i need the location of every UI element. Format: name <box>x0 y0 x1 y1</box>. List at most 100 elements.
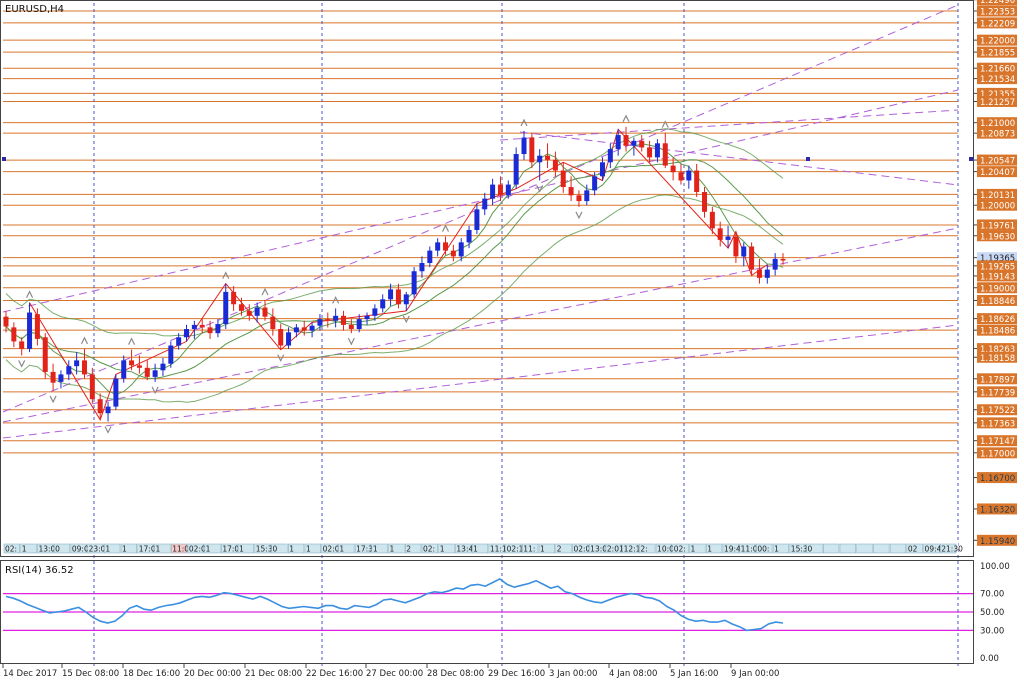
candle-body <box>317 319 323 326</box>
price-tick-label: 1.19000 <box>980 284 1015 294</box>
candle-body <box>105 406 111 414</box>
time-strip-box <box>371 543 388 554</box>
price-tick-label: 1.19143 <box>980 272 1015 282</box>
candle-body <box>254 307 260 316</box>
time-strip-box <box>873 543 890 554</box>
candle-body <box>215 324 221 334</box>
candle-body <box>333 315 339 321</box>
time-strip-box <box>923 543 940 554</box>
time-strip-label: 0 <box>55 545 60 554</box>
price-label-box <box>977 46 1017 58</box>
time-strip-box <box>137 543 154 554</box>
fractal-down-marker <box>575 211 583 220</box>
time-strip-box <box>689 543 706 554</box>
price-label-box <box>977 95 1017 107</box>
time-strip-box <box>705 543 723 554</box>
level-lines-group <box>3 10 958 454</box>
time-strip-label: 09:00 <box>72 545 94 554</box>
candle-body <box>607 149 613 163</box>
time-axis: 14 Dec 2017 15 Dec 08:00 18 Dec 16:00 20 De… <box>2 664 779 679</box>
candle-body <box>513 154 519 185</box>
price-tick-label: 1.17739 <box>980 388 1015 398</box>
candle-body <box>505 184 511 196</box>
candle-body <box>623 135 629 146</box>
time-axis-label: 18 Dec 16:00 <box>123 669 180 679</box>
time-axis-label: 3 Jan 00:00 <box>549 669 597 679</box>
rsi-tick-label: 0.00 <box>980 654 999 664</box>
candle-body <box>584 190 590 202</box>
channel-line <box>2 4 959 413</box>
candle-body <box>121 360 127 379</box>
price-label-box <box>977 87 1017 99</box>
time-strip-box <box>237 543 255 554</box>
candle-body <box>74 360 80 367</box>
fractal-down-marker <box>151 386 159 395</box>
time-strip-label: 13:43 <box>456 545 478 554</box>
rsi-tick-label: 30.00 <box>980 626 1004 636</box>
price-label-box <box>977 324 1017 336</box>
time-strip-box <box>254 543 271 554</box>
time-strip-box <box>338 543 355 554</box>
price-tick-label: 1.18846 <box>980 297 1015 307</box>
candle-body <box>686 170 692 181</box>
price-label-box <box>977 343 1017 355</box>
candle-body <box>278 329 284 346</box>
candle-body <box>592 176 598 191</box>
candle-body <box>81 360 87 375</box>
time-strip-label: 1 <box>774 545 779 554</box>
channel-line <box>2 227 959 423</box>
time-strip-box <box>538 543 555 554</box>
price-tick-label: 1.17000 <box>980 449 1015 459</box>
time-strip-box <box>120 543 138 554</box>
time-strip-label: 1 <box>289 545 294 554</box>
time-strip-box <box>87 543 104 554</box>
candle-body <box>450 250 456 257</box>
candle-body <box>184 329 190 338</box>
candle-body <box>199 324 205 328</box>
rsi-label: RSI(14) 36.52 <box>5 565 74 576</box>
time-axis-label: 22 Dec 16:00 <box>306 669 363 679</box>
candle-body <box>443 242 449 251</box>
time-strip-label: 02: <box>423 545 435 554</box>
price-tick-label-plain: 1.16700 <box>980 474 1015 484</box>
time-strip-label: 10:00 <box>657 545 679 554</box>
price-tick-label: 1.17147 <box>980 437 1015 447</box>
candle-body <box>552 159 558 171</box>
symbol-label: EURUSD,H4 <box>5 4 64 15</box>
candle-body <box>42 337 48 372</box>
price-tick-label: 1.19630 <box>980 232 1015 242</box>
candle-body <box>647 147 653 158</box>
price-tick-label: 1.17522 <box>980 406 1015 416</box>
time-strip-box <box>221 543 238 554</box>
candle-body <box>725 236 731 240</box>
fractal-down-marker <box>347 337 355 346</box>
fractal-up-marker <box>80 336 89 345</box>
time-strip-label: 15:30 <box>256 545 278 554</box>
time-strip-box <box>104 543 121 554</box>
time-strip-label: 13:01 <box>590 545 612 554</box>
candle-body <box>733 236 739 257</box>
candle-body <box>639 140 645 148</box>
rsi-tick-label: 50.00 <box>980 608 1004 618</box>
time-strip-box <box>889 543 907 554</box>
price-label-box <box>977 386 1017 398</box>
candle-body <box>497 184 503 196</box>
candle-body <box>136 365 142 368</box>
price-label-box <box>977 270 1017 282</box>
price-label-box <box>977 0 1017 6</box>
trend-channels-group <box>2 4 973 439</box>
candle-body <box>741 246 747 257</box>
time-strip-label: 1 <box>155 545 160 554</box>
candle-body <box>58 374 64 382</box>
price-label-box <box>977 166 1017 178</box>
period-separators-group <box>93 3 959 666</box>
price-tick-label: 1.19365 <box>980 254 1015 264</box>
price-label-box <box>977 199 1017 211</box>
price-tick-label: 1.18486 <box>980 327 1015 337</box>
candle-body <box>364 315 370 320</box>
price-label-box <box>977 73 1017 85</box>
